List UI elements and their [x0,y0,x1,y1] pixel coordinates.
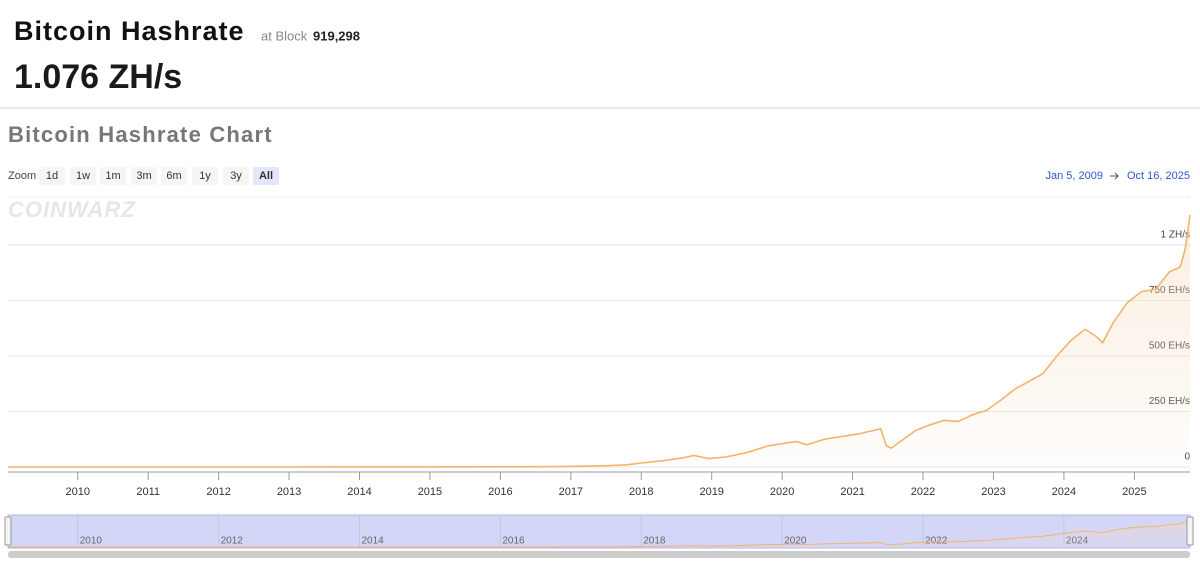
x-tick-label: 2021 [840,486,864,498]
navigator-label: 2010 [80,536,103,547]
navigator-label: 2016 [502,536,525,547]
zoom-option[interactable]: 1m [105,170,120,182]
hashrate-value: 1.076 ZH/s [14,58,182,96]
navigator-handle[interactable] [1186,516,1194,546]
area-fill [8,518,1190,547]
zoom-option[interactable]: 3y [230,170,242,182]
zoom-option[interactable]: All [259,170,273,182]
navigator-label: 2022 [925,536,948,547]
chart-title: Bitcoin Hashrate Chart [8,122,273,147]
navigator: 20102012201420162018202020222024 [8,515,1191,548]
plot: 0250 EH/s500 EH/s750 EH/s1 ZH/s201020112… [8,214,1191,498]
x-tick-label: 2010 [65,486,89,498]
x-tick-label: 2012 [206,486,230,498]
block-number: 919,298 [313,28,360,43]
zoom-option[interactable]: 6m [166,170,181,182]
x-tick-label: 2011 [136,486,160,498]
zoom-button[interactable] [192,167,218,185]
series-line [8,214,1191,468]
scrollbar[interactable] [8,551,1190,558]
page-title: Bitcoin Hashrate [14,16,245,46]
x-tick-label: 2019 [699,486,723,498]
navigator-label: 2012 [221,536,244,547]
y-tick-label: 1 ZH/s [1161,230,1190,241]
x-tick-label: 2022 [911,486,935,498]
x-tick-label: 2014 [347,486,371,498]
zoom-option[interactable]: 1y [199,170,211,182]
x-tick-label: 2015 [418,486,442,498]
range-to[interactable]: Oct 16, 2025 [1127,170,1190,182]
zoom-button[interactable] [223,167,249,185]
block-label: at Block [261,28,308,43]
x-tick-label: 2020 [770,486,794,498]
x-tick-label: 2025 [1122,486,1146,498]
navigator-label: 2014 [362,536,385,547]
zoom-button[interactable] [253,167,279,185]
range-arrow [1110,172,1119,180]
zoom-button[interactable] [39,167,65,185]
area-fill [8,214,1190,467]
navigator-label: 2018 [643,536,666,547]
x-tick-label: 2016 [488,486,512,498]
x-tick-label: 2017 [559,486,583,498]
zoom-option[interactable]: 1d [46,170,58,182]
zoom-button[interactable] [131,167,157,185]
x-tick-label: 2018 [629,486,653,498]
x-tick-label: 2024 [1052,486,1076,498]
zoom-button[interactable] [70,167,96,185]
x-tick-label: 2013 [277,486,301,498]
series-line [8,517,1191,548]
range-from[interactable]: Jan 5, 2009 [1046,170,1104,182]
zoom-button[interactable] [100,167,126,185]
zoom-label: Zoom [8,170,36,182]
zoom-option[interactable]: 1w [76,170,90,182]
navigator-handle[interactable] [4,516,12,546]
x-tick-label: 2023 [981,486,1005,498]
navigator-label: 2020 [784,536,807,547]
zoom-option[interactable]: 3m [136,170,151,182]
zoom-button[interactable] [161,167,187,185]
zoom-buttons: 1d 1w 1m 3m 6m 1y 3y All [39,167,279,185]
watermark: COINWARZ [8,197,136,222]
